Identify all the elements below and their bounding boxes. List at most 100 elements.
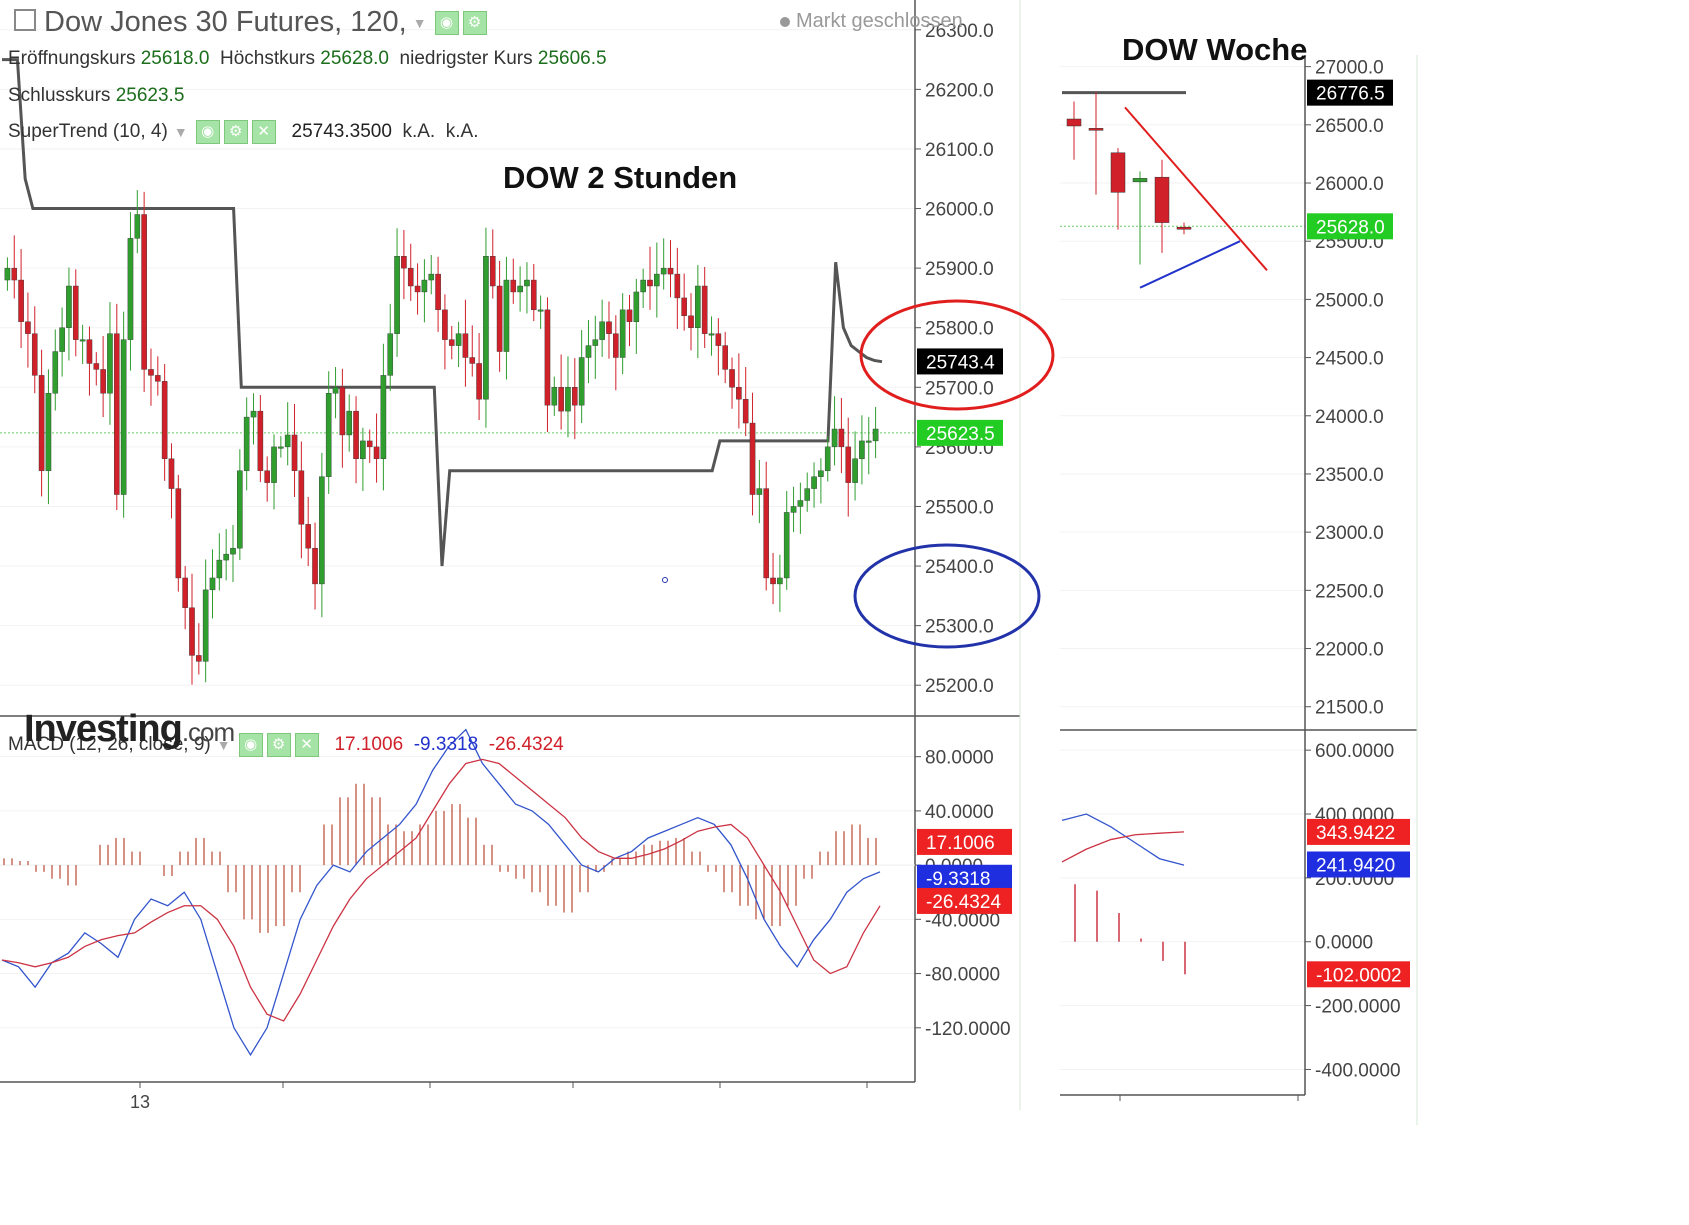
candle-body	[859, 440, 865, 459]
price-tick-label: 26200.0	[925, 80, 994, 101]
candle-body	[530, 279, 537, 311]
candle-body	[865, 440, 872, 443]
candle-body	[278, 446, 284, 449]
macd-tick-label: -80.0000	[925, 965, 1000, 986]
candle-body	[113, 333, 120, 495]
supertrend-value: 25743.3500	[291, 121, 392, 143]
collapse-icon[interactable]	[14, 9, 36, 32]
candle-body	[770, 577, 776, 585]
symbol-title[interactable]: Dow Jones 30 Futures, 120, ▼ ◉ ⚙	[14, 6, 487, 39]
weekly-tick-label: 23000.0	[1315, 523, 1384, 544]
candle-body	[38, 375, 45, 471]
close-icon[interactable]: ✕	[294, 733, 319, 757]
supertrend-v3: k.A.	[445, 121, 479, 143]
weekly-price-tag-bg	[1307, 79, 1393, 106]
gear-icon[interactable]: ⚙	[266, 733, 291, 757]
candle-body	[599, 321, 605, 340]
candle-body	[175, 488, 182, 579]
candle-body	[503, 279, 510, 352]
candle-body	[325, 393, 332, 477]
candle-body	[66, 285, 72, 328]
price-tag: 25623.5	[926, 424, 995, 445]
candle-body	[72, 285, 79, 340]
candle-body	[489, 256, 496, 287]
candle-body	[11, 267, 18, 281]
supertrend-label[interactable]: SuperTrend (10, 4)	[8, 121, 168, 143]
candle-body	[736, 387, 742, 400]
candle-body	[428, 273, 435, 281]
weekly-tick-label: 25000.0	[1315, 290, 1384, 311]
eye-icon[interactable]: ◉	[195, 120, 220, 144]
highlight-circles	[662, 299, 1055, 649]
candle-body	[565, 387, 571, 412]
candle-body	[845, 446, 852, 483]
weekly-tick-label: 21500.0	[1315, 698, 1384, 719]
weekly-candle-body	[1154, 176, 1170, 223]
macd-tag: -26.4324	[926, 892, 1001, 913]
price-tags: 25743.4 25623.5 26776.5 25628.0 17.1006 -9.33…	[917, 79, 1410, 988]
candle-body	[264, 470, 270, 483]
candle-body	[483, 256, 489, 400]
candle-body	[107, 333, 113, 394]
candle-body	[243, 416, 250, 471]
close-icon[interactable]: ✕	[251, 120, 276, 144]
marker-dot	[662, 577, 668, 583]
gear-icon[interactable]: ⚙	[223, 120, 248, 144]
candle-body	[647, 279, 653, 287]
candle-body	[52, 351, 59, 394]
chevron-down-icon[interactable]: ▼	[173, 124, 188, 140]
candle-body	[872, 428, 879, 442]
candle-body	[654, 273, 660, 287]
eye-icon[interactable]: ◉	[238, 733, 263, 757]
weekly-macd-tick-label: 600.0000	[1315, 741, 1394, 762]
candle-body	[134, 214, 141, 239]
weekly-macd-pane	[1061, 813, 1186, 975]
candle-body	[613, 333, 619, 358]
price-tick-label: 25700.0	[925, 378, 994, 399]
weekly-macd-tag-bg	[1307, 851, 1410, 878]
macd-tag: -9.3318	[926, 869, 990, 890]
candle-body	[633, 291, 640, 322]
macd-signal-value: -26.4324	[488, 734, 564, 756]
candle-body	[674, 273, 681, 299]
candle-body	[537, 309, 544, 312]
weekly-price-tag-bg	[1307, 213, 1393, 240]
candle-body	[838, 428, 845, 448]
candle-body	[360, 440, 366, 459]
candle-body	[319, 476, 325, 585]
gear-icon[interactable]: ⚙	[462, 11, 487, 36]
macd-tick-label: 80.0000	[925, 748, 994, 769]
price-candles	[4, 190, 879, 685]
weekly-candle-body	[1132, 178, 1148, 183]
candle-body	[25, 321, 31, 334]
candle-body	[818, 470, 824, 477]
candle-body	[141, 214, 147, 370]
weekly-tick-label: 27000.0	[1315, 58, 1384, 79]
symbol-title-text: Dow Jones 30 Futures, 120,	[44, 6, 407, 38]
candle-body	[18, 279, 24, 322]
price-tick-label: 26300.0	[925, 21, 994, 42]
candle-body	[756, 488, 763, 495]
weekly-macd-tag: 241.9420	[1316, 855, 1395, 876]
weekly-tick-label: 22000.0	[1315, 640, 1384, 661]
macd-label[interactable]: MACD (12, 26, close, 9)	[8, 734, 211, 756]
macd-tag-bg	[917, 887, 1012, 914]
candle-body	[394, 256, 400, 334]
candle-body	[93, 363, 100, 370]
candle-body	[476, 363, 482, 400]
price-tick-label: 25900.0	[925, 259, 994, 280]
candle-body	[578, 357, 585, 406]
candle-body	[366, 440, 373, 448]
macd-signal-line	[1, 758, 881, 1022]
eye-icon[interactable]: ◉	[434, 11, 459, 36]
candle-body	[387, 333, 394, 376]
support-circle	[853, 543, 1041, 649]
candle-body	[202, 589, 209, 662]
chevron-down-icon[interactable]: ▼	[412, 15, 427, 32]
candle-body	[332, 387, 339, 394]
candle-body	[688, 315, 694, 328]
price-tick-label: 25300.0	[925, 617, 994, 638]
candle-body	[811, 476, 817, 489]
macd-tick-label: -40.0000	[925, 910, 1000, 931]
chevron-down-icon[interactable]: ▼	[216, 737, 231, 753]
